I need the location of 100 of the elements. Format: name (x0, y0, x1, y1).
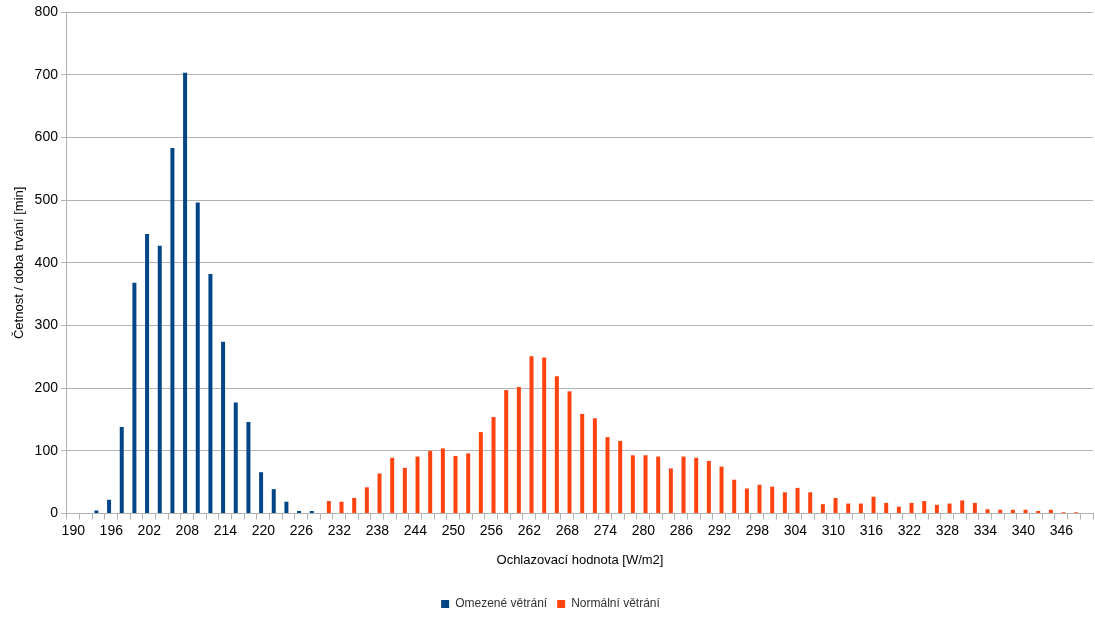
bar (491, 417, 496, 514)
bar (466, 453, 471, 514)
x-tick-label: 262 (517, 521, 542, 538)
x-tick-label: 334 (973, 521, 998, 538)
bar (833, 497, 838, 514)
bar (145, 233, 150, 514)
bar (259, 472, 264, 514)
x-tick-label: 232 (327, 521, 352, 538)
bar (757, 484, 762, 514)
y-tick-label: 600 (34, 128, 59, 145)
bar (195, 202, 200, 514)
y-axis-title: Četnost / doba trvání [min] (11, 186, 27, 340)
x-tick-label: 328 (935, 521, 960, 538)
x-tick-label: 304 (783, 521, 808, 538)
x-tick-label: 280 (631, 521, 656, 538)
x-tick-label: 256 (479, 521, 504, 538)
bar (246, 422, 251, 514)
bar (1048, 509, 1053, 514)
bar (706, 460, 711, 514)
bar (820, 504, 825, 514)
x-tick-label: 226 (289, 521, 314, 538)
bar (567, 391, 572, 514)
bar (782, 492, 787, 514)
bar (580, 413, 585, 514)
bar (909, 502, 914, 514)
legend-label: Normální větrání (571, 596, 661, 611)
bar (119, 427, 124, 514)
bar (377, 473, 382, 514)
bar (1010, 509, 1015, 514)
bar (339, 501, 344, 514)
x-tick-label: 274 (593, 521, 618, 538)
bar (668, 468, 673, 514)
bar (132, 282, 137, 514)
bar (428, 450, 433, 514)
bar (221, 341, 226, 514)
bar (352, 497, 357, 514)
bar (94, 510, 99, 514)
x-tick-label: 196 (99, 521, 124, 538)
bar (770, 486, 775, 514)
bar (516, 386, 521, 514)
bar (1036, 511, 1041, 514)
y-tick-label: 500 (34, 190, 59, 207)
x-tick-label: 220 (251, 521, 276, 538)
bar (284, 501, 289, 514)
bar (795, 487, 800, 514)
bar (592, 418, 597, 514)
bar (630, 455, 635, 514)
x-tick-label: 202 (137, 521, 162, 538)
x-tick-label: 292 (707, 521, 732, 538)
bar (415, 456, 420, 514)
x-tick-label: 346 (1049, 521, 1074, 538)
bar (884, 502, 889, 514)
x-tick-label: 316 (859, 521, 884, 538)
bar (326, 501, 331, 514)
y-tick-label: 700 (34, 65, 59, 82)
bar (208, 274, 213, 514)
bar (605, 437, 610, 514)
bar (744, 488, 749, 514)
bar (719, 466, 724, 514)
bar (681, 456, 686, 514)
bar (998, 509, 1003, 514)
x-tick-label: 286 (669, 521, 694, 538)
bar (402, 467, 407, 514)
legend-label: Omezené větrání (455, 596, 548, 611)
bar (858, 503, 863, 514)
bar (309, 511, 314, 514)
bar (960, 500, 965, 514)
bar (390, 457, 395, 514)
bar (643, 455, 648, 514)
bar (271, 489, 276, 514)
bar (529, 356, 534, 514)
x-tick-label: 190 (61, 521, 86, 538)
bar (694, 457, 699, 514)
x-tick-label: 214 (213, 521, 238, 538)
x-axis-title: Ochlazovací hodnota [W/m2] (496, 551, 664, 567)
bar (542, 357, 547, 514)
bar (107, 499, 112, 514)
bar (846, 503, 851, 514)
x-tick-label: 322 (897, 521, 922, 538)
bar (157, 245, 162, 514)
bar (656, 456, 661, 514)
bar (808, 492, 813, 514)
bar (440, 448, 445, 514)
bar (170, 148, 175, 514)
x-tick-label: 244 (403, 521, 428, 538)
x-tick-label: 298 (745, 521, 770, 538)
y-tick-label: 800 (34, 2, 59, 19)
bar (947, 503, 952, 514)
bar (985, 509, 990, 514)
y-tick-label: 200 (34, 379, 59, 396)
bar (297, 511, 302, 514)
bar (364, 487, 369, 514)
bar (183, 72, 188, 514)
x-tick-label: 208 (175, 521, 200, 538)
bar (896, 506, 901, 514)
bar (504, 390, 509, 514)
bar (554, 376, 559, 514)
x-tick-label: 268 (555, 521, 580, 538)
x-tick-label: 340 (1011, 521, 1036, 538)
bar (478, 432, 483, 514)
